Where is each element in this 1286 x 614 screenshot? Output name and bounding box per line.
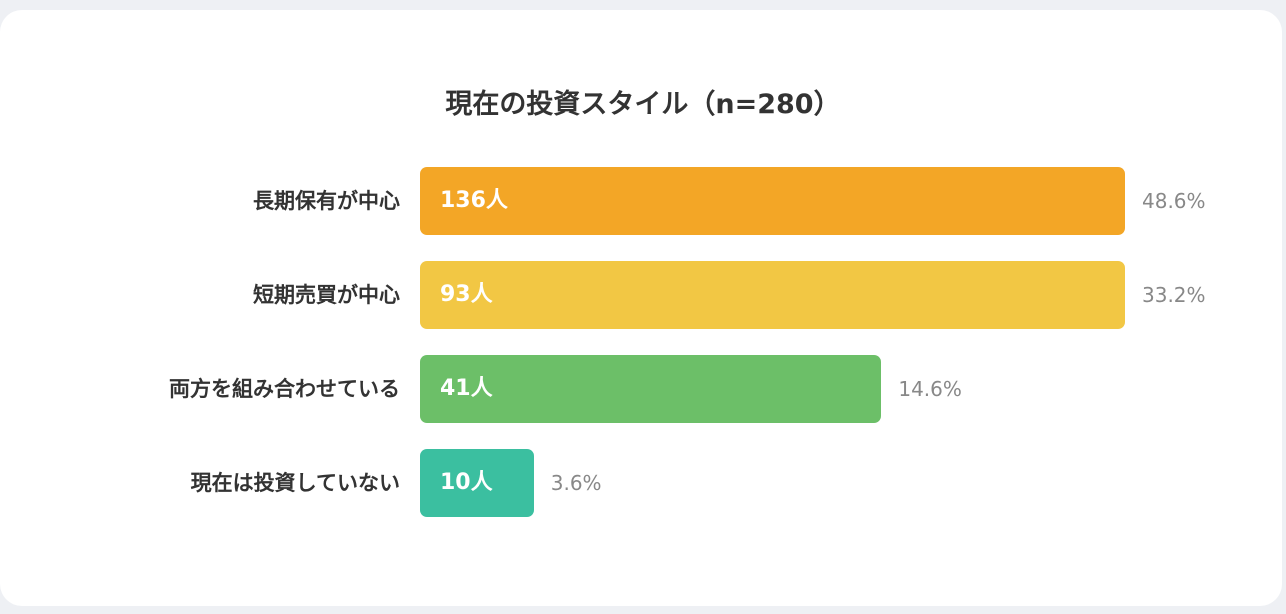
count-label: 41人	[440, 376, 493, 401]
category-label: 両方を組み合わせている	[169, 377, 400, 401]
count-label: 10人	[440, 470, 493, 495]
percentage-label: 33.2%	[1142, 283, 1206, 307]
count-label: 136人	[440, 188, 508, 213]
category-label: 現在は投資していない	[190, 471, 400, 495]
percentage-label: 48.6%	[1142, 189, 1206, 213]
bar-row: 短期売買が中心 93人 33.2%	[0, 261, 1286, 329]
count-label: 93人	[440, 282, 493, 307]
percentage-label: 14.6%	[898, 377, 962, 401]
bar: 41人	[420, 355, 882, 423]
bar-row: 長期保有が中心 136人 48.6%	[0, 167, 1286, 235]
bar-row: 両方を組み合わせている 41人 14.6%	[0, 355, 1286, 423]
bar-row: 現在は投資していない 10人 3.6%	[0, 449, 1286, 517]
category-label: 短期売買が中心	[253, 283, 400, 307]
percentage-label: 3.6%	[550, 471, 602, 495]
bar: 93人	[420, 261, 1125, 329]
bar: 136人	[420, 167, 1125, 235]
chart-title: 現在の投資スタイル（n=280）	[445, 89, 841, 120]
bar: 10人	[420, 449, 534, 517]
category-label: 長期保有が中心	[253, 189, 400, 213]
